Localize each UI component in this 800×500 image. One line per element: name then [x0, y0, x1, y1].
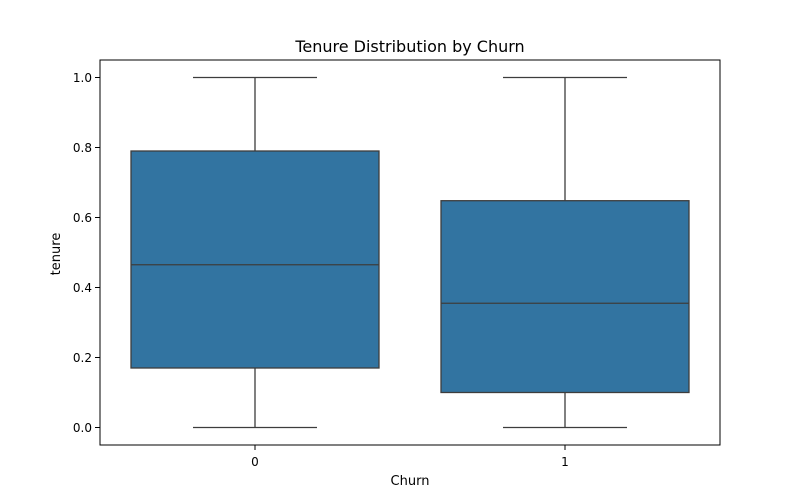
x-tick-label: 0	[251, 455, 259, 469]
y-axis-label: tenure	[49, 233, 64, 276]
y-tick-label: 0.8	[73, 141, 92, 155]
y-tick-label: 0.0	[73, 421, 92, 435]
box-category-0	[130, 150, 380, 369]
y-tick-label: 0.2	[73, 351, 92, 365]
x-axis-label: Churn	[391, 474, 430, 489]
chart-title: Tenure Distribution by Churn	[294, 37, 524, 56]
box-category-1	[440, 200, 690, 394]
plot-area: 0.0 0.2 0.4 0.6 0.8 1.0 0 1	[73, 59, 721, 469]
x-tick-label: 1	[561, 455, 569, 469]
plot-frame	[99, 59, 721, 446]
y-tick-label: 0.4	[73, 281, 92, 295]
y-tick-label: 1.0	[73, 71, 92, 85]
y-tick-label: 0.6	[73, 211, 92, 225]
